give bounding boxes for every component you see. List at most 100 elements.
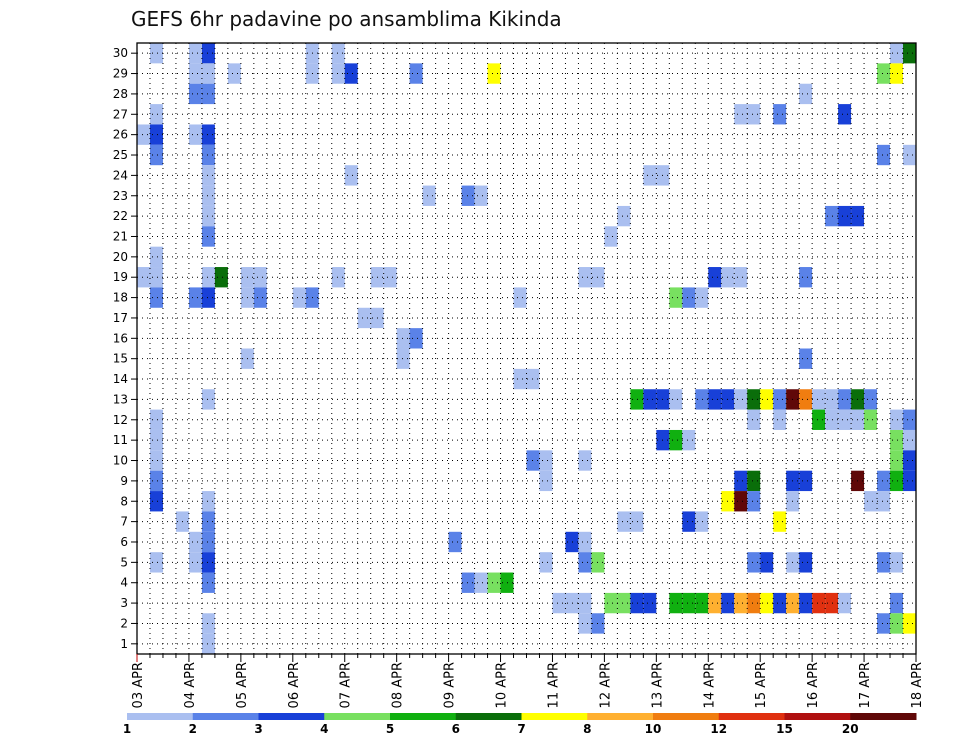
heatmap-cell [643, 165, 657, 186]
heatmap-cell [669, 389, 683, 410]
heatmap-cell [565, 531, 579, 553]
heatmap-cell [799, 552, 813, 573]
heatmap-cell [201, 185, 215, 206]
x-tick-label: 16 APR [806, 662, 821, 708]
heatmap-cell [877, 613, 891, 634]
legend-label: 4 [320, 722, 328, 736]
y-tick-label: 2 [120, 616, 128, 630]
legend-label: 20 [842, 722, 859, 736]
heatmap-cell [396, 328, 410, 349]
heatmap-cell [474, 572, 488, 593]
heatmap-cell [695, 389, 709, 410]
heatmap-cell [734, 491, 748, 512]
x-tick-label: 08 APR [391, 662, 406, 708]
heatmap-cell [201, 83, 215, 105]
heatmap-cell [409, 328, 423, 349]
heatmap-cell [201, 552, 215, 573]
heatmap-cell [773, 592, 787, 614]
legend-label: 10 [645, 722, 662, 736]
y-tick-label: 22 [113, 209, 128, 223]
x-axis-ticks: 03 APR 04 APR 05 APR 06 APR 07 APR 08 APR 09 A… [131, 654, 925, 708]
legend-label: 3 [254, 722, 262, 736]
x-tick-label: 18 APR [910, 662, 925, 708]
heatmap-cell [812, 409, 826, 430]
y-tick-label: 4 [120, 576, 128, 590]
heatmap-cell [513, 368, 527, 390]
x-tick-label: 05 APR [235, 662, 250, 708]
legend-swatch [192, 713, 259, 720]
legend-label: 8 [583, 722, 591, 736]
heatmap-cell [331, 63, 345, 84]
y-tick-label: 7 [120, 515, 128, 529]
heatmap-cell [292, 287, 306, 308]
heatmap-cell [188, 63, 202, 84]
heatmap-cell [890, 43, 904, 64]
heatmap-cell [903, 43, 916, 64]
heatmap-cell [201, 389, 215, 410]
heatmap-cell [149, 43, 163, 64]
y-tick-label: 3 [120, 596, 128, 610]
heatmap-cell [474, 185, 488, 206]
heatmap-cell [669, 429, 683, 451]
heatmap-cell [890, 592, 904, 614]
heatmap-cell [682, 429, 696, 451]
x-tick-label: 13 APR [650, 662, 665, 708]
heatmap-cell [513, 287, 527, 308]
heatmap-cell [149, 144, 163, 166]
heatmap-cell [461, 572, 475, 593]
heatmap-cell [799, 592, 813, 614]
legend-label: 7 [517, 722, 525, 736]
heatmap-cell [149, 104, 163, 125]
heatmap-cell [903, 613, 916, 634]
heatmap-cell [201, 613, 215, 634]
heatmap-cell [188, 124, 202, 145]
y-tick-label: 29 [113, 67, 128, 81]
y-tick-label: 24 [113, 168, 128, 182]
y-tick-label: 21 [113, 229, 128, 243]
heatmap-cell [825, 592, 839, 614]
heatmap-cell [682, 592, 696, 614]
heatmap-cell [578, 531, 592, 553]
y-tick-label: 10 [113, 454, 128, 468]
x-tick-label: 15 APR [754, 662, 769, 708]
heatmap-cell [396, 348, 410, 369]
heatmap-cell [149, 287, 163, 308]
heatmap-cell [773, 511, 787, 532]
legend-swatch [127, 713, 194, 720]
heatmap-cell [799, 389, 813, 410]
heatmap-cell [201, 63, 215, 84]
heatmap-cell [825, 389, 839, 410]
heatmap-cell [747, 409, 761, 430]
heatmap-cell [149, 552, 163, 573]
heatmap-cell [331, 43, 345, 64]
heatmap-cell [643, 389, 657, 410]
heatmap-cell [747, 389, 761, 410]
x-tick-label: 12 APR [598, 662, 613, 708]
heatmap-cell [799, 83, 813, 105]
heatmap-cell [578, 613, 592, 634]
heatmap-cell [149, 409, 163, 430]
x-tick-label: 10 APR [495, 662, 510, 708]
heatmap-cell [331, 267, 345, 288]
heatmap-cell [539, 552, 553, 573]
heatmap-cell [903, 470, 916, 492]
heatmap-cell [201, 205, 215, 227]
heatmap-cell [747, 491, 761, 512]
heatmap-cell [149, 429, 163, 451]
heatmap-cell [695, 592, 709, 614]
heatmap-cell [747, 592, 761, 614]
heatmap-cell [838, 409, 852, 430]
heatmap-cell [682, 511, 696, 532]
y-tick-label: 13 [113, 392, 128, 406]
heatmap-cell [838, 205, 852, 227]
heatmap-cell [838, 104, 852, 125]
heatmap-cell [149, 470, 163, 492]
y-tick-label: 11 [113, 433, 128, 447]
heatmap-cell [890, 63, 904, 84]
heatmap-cell [604, 592, 618, 614]
heatmap-cell [773, 409, 787, 430]
heatmap-cell [903, 144, 916, 166]
x-tick-label: 07 APR [339, 662, 354, 708]
heatmap-cell [539, 470, 553, 492]
heatmap-cell [864, 491, 878, 512]
